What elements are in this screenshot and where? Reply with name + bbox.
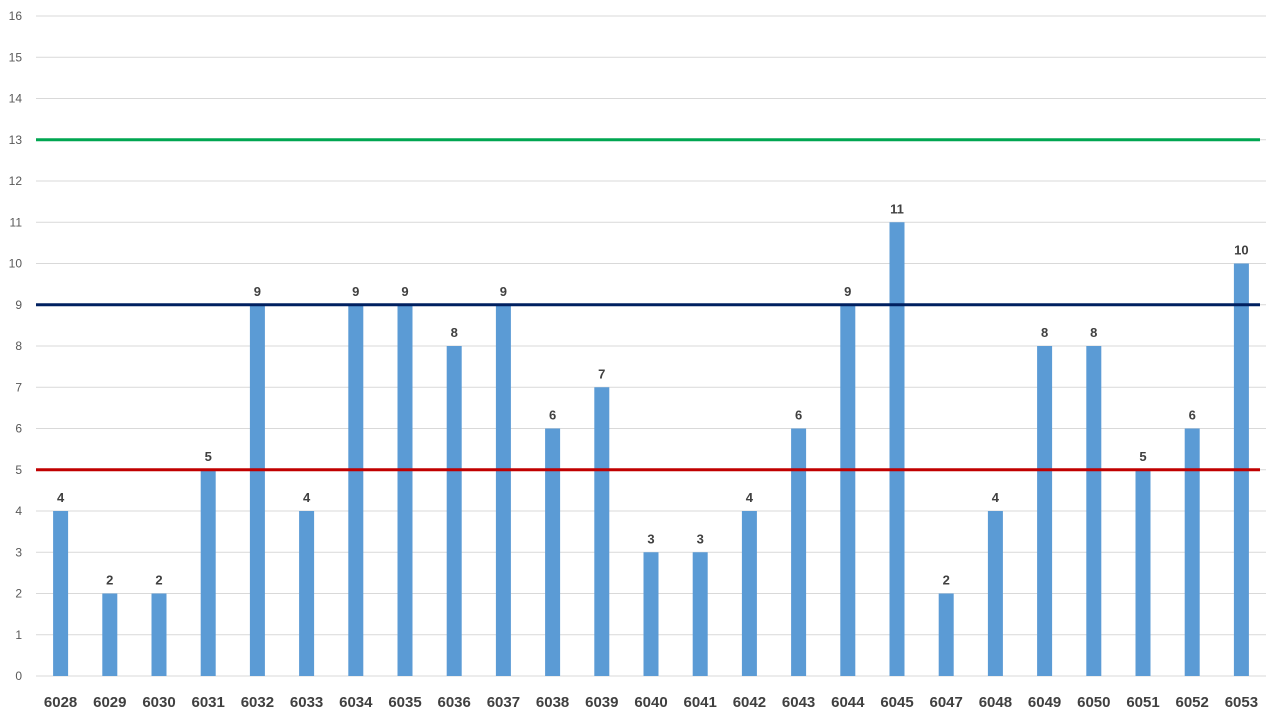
x-tick-label: 6032 xyxy=(241,694,274,711)
y-tick-label: 10 xyxy=(9,257,23,271)
bar xyxy=(1086,346,1102,676)
x-tick-label: 6034 xyxy=(339,694,373,711)
y-tick-label: 3 xyxy=(15,545,22,559)
bars xyxy=(53,222,1249,676)
y-tick-label: 4 xyxy=(15,504,22,518)
bar xyxy=(987,511,1003,676)
bar xyxy=(299,511,315,676)
bar xyxy=(840,304,856,676)
data-label: 10 xyxy=(1234,243,1248,258)
data-label: 4 xyxy=(746,490,754,505)
x-tick-label: 6042 xyxy=(733,694,766,711)
x-axis-ticks: 6028 6029 6030 6031 6032 6033 6034 6035 6036 6037… xyxy=(44,694,1258,711)
bar xyxy=(741,511,757,676)
bar xyxy=(545,428,561,676)
bar xyxy=(397,304,413,676)
bar xyxy=(348,304,364,676)
bar xyxy=(495,304,511,676)
y-tick-label: 15 xyxy=(9,50,23,64)
y-tick-label: 13 xyxy=(9,133,23,147)
x-tick-label: 6053 xyxy=(1225,694,1258,711)
x-tick-label: 6028 xyxy=(44,694,77,711)
reference-lines xyxy=(36,138,1260,472)
bar xyxy=(938,593,954,676)
y-tick-label: 2 xyxy=(15,587,22,601)
data-label: 5 xyxy=(1139,449,1146,464)
y-tick-label: 16 xyxy=(9,9,23,23)
x-tick-label: 6044 xyxy=(831,694,865,711)
y-tick-label: 7 xyxy=(15,380,22,394)
x-tick-label: 6039 xyxy=(585,694,618,711)
y-tick-label: 0 xyxy=(15,669,22,683)
bar xyxy=(200,469,216,676)
bar xyxy=(1037,346,1053,676)
data-label: 7 xyxy=(598,366,605,381)
x-tick-label: 6048 xyxy=(979,694,1012,711)
x-tick-label: 6043 xyxy=(782,694,815,711)
x-tick-label: 6038 xyxy=(536,694,569,711)
data-label: 2 xyxy=(106,573,113,588)
data-label: 4 xyxy=(57,490,65,505)
y-tick-label: 11 xyxy=(10,215,23,229)
x-tick-label: 6033 xyxy=(290,694,323,711)
bar xyxy=(791,428,807,676)
data-label: 11 xyxy=(890,201,904,216)
data-label: 4 xyxy=(303,490,311,505)
x-tick-label: 6051 xyxy=(1126,694,1159,711)
x-tick-label: 6045 xyxy=(880,694,913,711)
x-tick-label: 6052 xyxy=(1176,694,1209,711)
data-label: 8 xyxy=(1090,325,1097,340)
data-label: 9 xyxy=(254,284,261,299)
data-label: 3 xyxy=(647,531,654,546)
data-label: 2 xyxy=(943,573,950,588)
bar xyxy=(102,593,118,676)
data-label: 9 xyxy=(401,284,408,299)
bar xyxy=(1135,469,1151,676)
y-tick-label: 9 xyxy=(15,298,22,312)
data-label: 6 xyxy=(549,408,556,423)
y-tick-label: 6 xyxy=(15,422,22,436)
x-tick-label: 6050 xyxy=(1077,694,1110,711)
data-labels: 4 2 2 5 9 4 9 9 8 9 6 7 3 3 4 6 9 11 2 4 8 8 5 6 10 xyxy=(57,201,1249,587)
data-label: 5 xyxy=(205,449,212,464)
bar xyxy=(1184,428,1200,676)
data-label: 8 xyxy=(451,325,458,340)
bar xyxy=(643,552,659,676)
y-tick-label: 1 xyxy=(15,628,22,642)
x-tick-label: 6040 xyxy=(634,694,667,711)
data-label: 4 xyxy=(992,490,1000,505)
data-label: 9 xyxy=(500,284,507,299)
bar xyxy=(692,552,708,676)
data-label: 8 xyxy=(1041,325,1048,340)
bar xyxy=(889,222,905,676)
x-tick-label: 6041 xyxy=(684,694,717,711)
x-tick-label: 6036 xyxy=(438,694,471,711)
data-label: 9 xyxy=(352,284,359,299)
x-tick-label: 6030 xyxy=(142,694,175,711)
bar xyxy=(594,387,610,676)
bar xyxy=(151,593,167,676)
y-tick-label: 12 xyxy=(9,174,23,188)
x-tick-label: 6037 xyxy=(487,694,520,711)
data-label: 3 xyxy=(697,531,704,546)
bar xyxy=(446,346,462,676)
data-label: 6 xyxy=(1189,408,1196,423)
data-label: 6 xyxy=(795,408,802,423)
data-label: 2 xyxy=(155,573,162,588)
y-tick-label: 8 xyxy=(15,339,22,353)
x-tick-label: 6047 xyxy=(930,694,963,711)
x-tick-label: 6031 xyxy=(192,694,225,711)
data-label: 9 xyxy=(844,284,851,299)
x-tick-label: 6049 xyxy=(1028,694,1061,711)
x-tick-label: 6035 xyxy=(388,694,421,711)
y-tick-label: 14 xyxy=(9,92,23,106)
bar xyxy=(53,511,69,676)
y-tick-label: 5 xyxy=(15,463,22,477)
x-tick-label: 6029 xyxy=(93,694,126,711)
bar xyxy=(249,304,265,676)
